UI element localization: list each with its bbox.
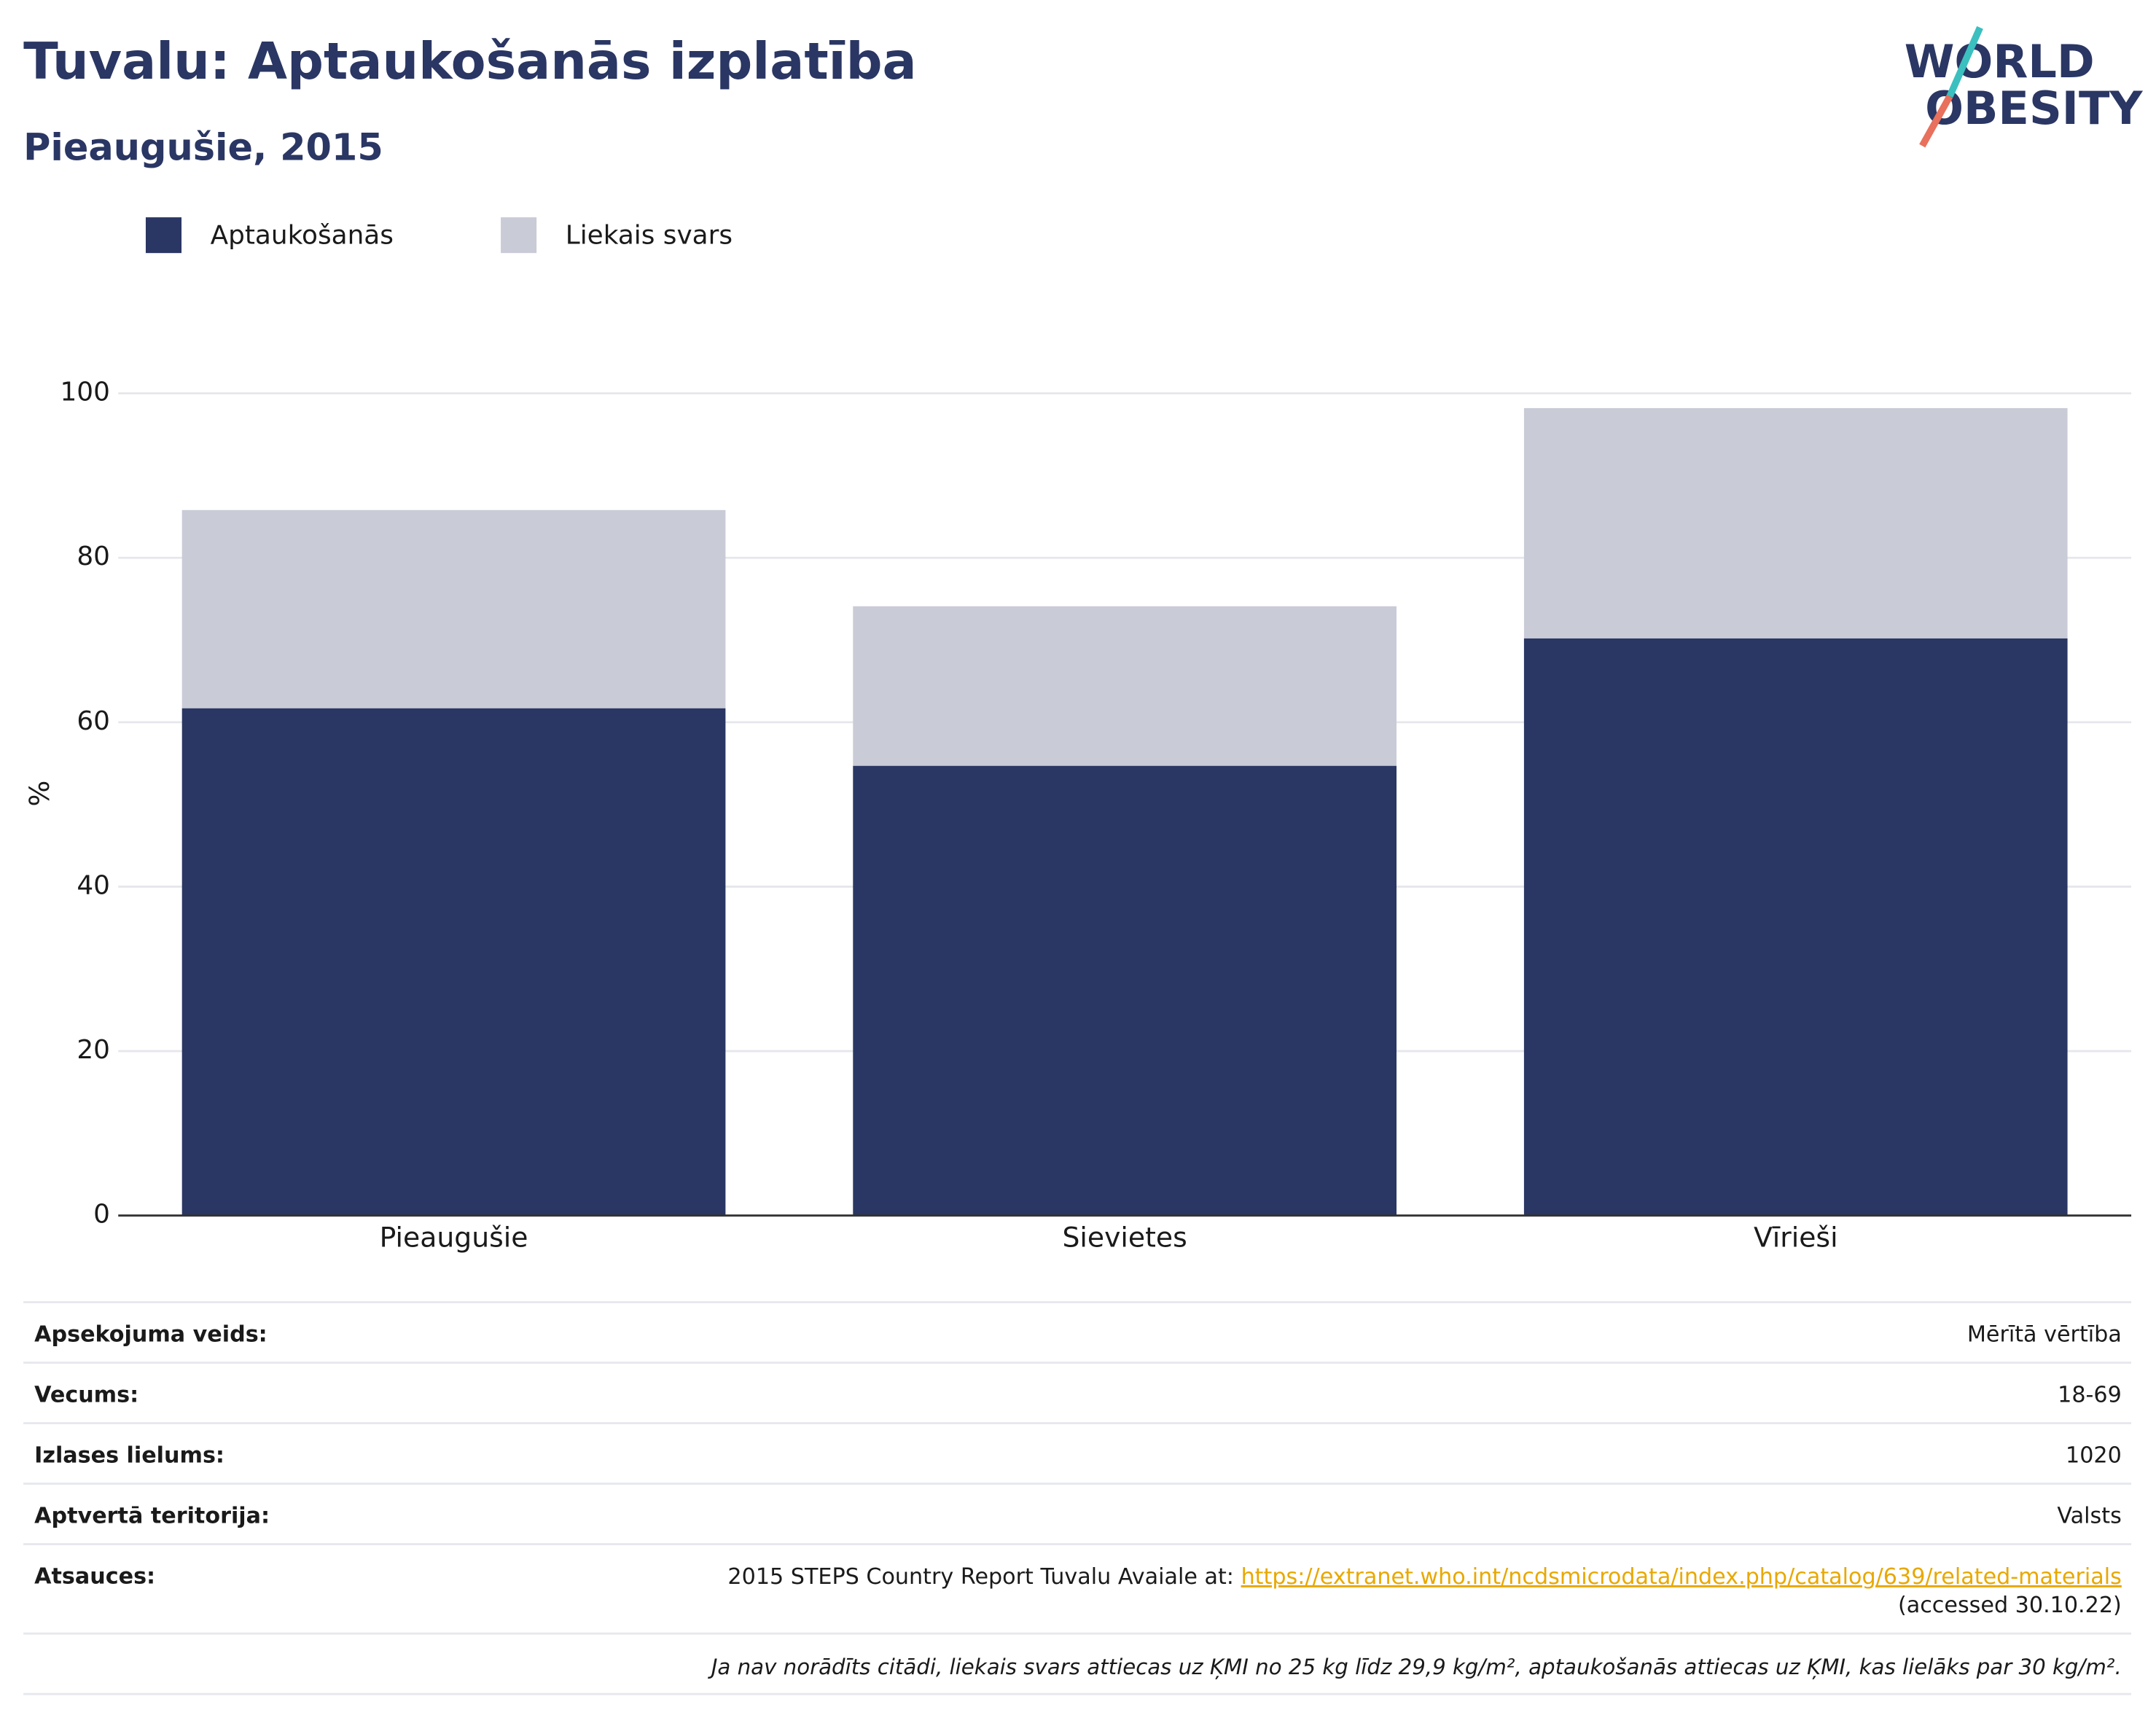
info-label: Apsekojuma veids: (34, 1321, 267, 1347)
footnote: Ja nav norādīts citādi, liekais svars at… (708, 1655, 2122, 1679)
info-label: Izlases lielums: (34, 1442, 224, 1468)
bar (1523, 407, 2068, 638)
y-tick-label: 40 (77, 870, 110, 900)
chart-title: Tuvalu: Aptaukošanās izplatība (23, 32, 917, 91)
x-tick-label: Pieaugušie (380, 1221, 528, 1253)
info-value: Valsts (2057, 1503, 2121, 1528)
bar (853, 765, 1397, 1216)
logo-slash (1946, 26, 1983, 98)
info-value: 18-69 (2058, 1382, 2122, 1407)
legend-label: Liekais svars (566, 221, 733, 251)
x-tick-label: Vīrieši (1754, 1221, 1838, 1253)
bar (181, 708, 726, 1216)
legend-label: Aptaukošanās (211, 221, 394, 251)
info-label: Aptvertā teritorija: (34, 1503, 270, 1528)
logo-slash (1919, 94, 1953, 148)
y-tick-label: 100 (60, 378, 110, 407)
y-tick-label: 60 (77, 706, 110, 736)
y-axis-label: % (23, 781, 55, 807)
logo-text: WORLD (1905, 35, 2095, 88)
bar (1523, 638, 2068, 1216)
bar (181, 509, 726, 708)
legend-swatch (501, 217, 537, 254)
reference-text: 2015 STEPS Country Report Tuvalu Avaiale… (727, 1563, 1241, 1589)
logo-text: OBESITY (1925, 82, 2143, 135)
legend-swatch (145, 217, 182, 254)
chart-subtitle: Pieaugušie, 2015 (23, 127, 383, 170)
info-label: Vecums: (34, 1382, 138, 1407)
info-value: Mērītā vērtība (1967, 1321, 2122, 1347)
info-value: 1020 (2066, 1442, 2122, 1468)
info-label: Atsauces: (34, 1563, 155, 1589)
y-tick-label: 20 (77, 1035, 110, 1065)
x-tick-label: Sievietes (1062, 1221, 1187, 1253)
bar (853, 606, 1397, 766)
references: 2015 STEPS Country Report Tuvalu Avaiale… (727, 1563, 2121, 1589)
reference-link[interactable]: https://extranet.who.int/ncdsmicrodata/i… (1241, 1563, 2122, 1589)
y-tick-label: 0 (93, 1200, 110, 1230)
y-tick-label: 80 (77, 542, 110, 571)
reference-accessed: (accessed 30.10.22) (1898, 1593, 2122, 1618)
